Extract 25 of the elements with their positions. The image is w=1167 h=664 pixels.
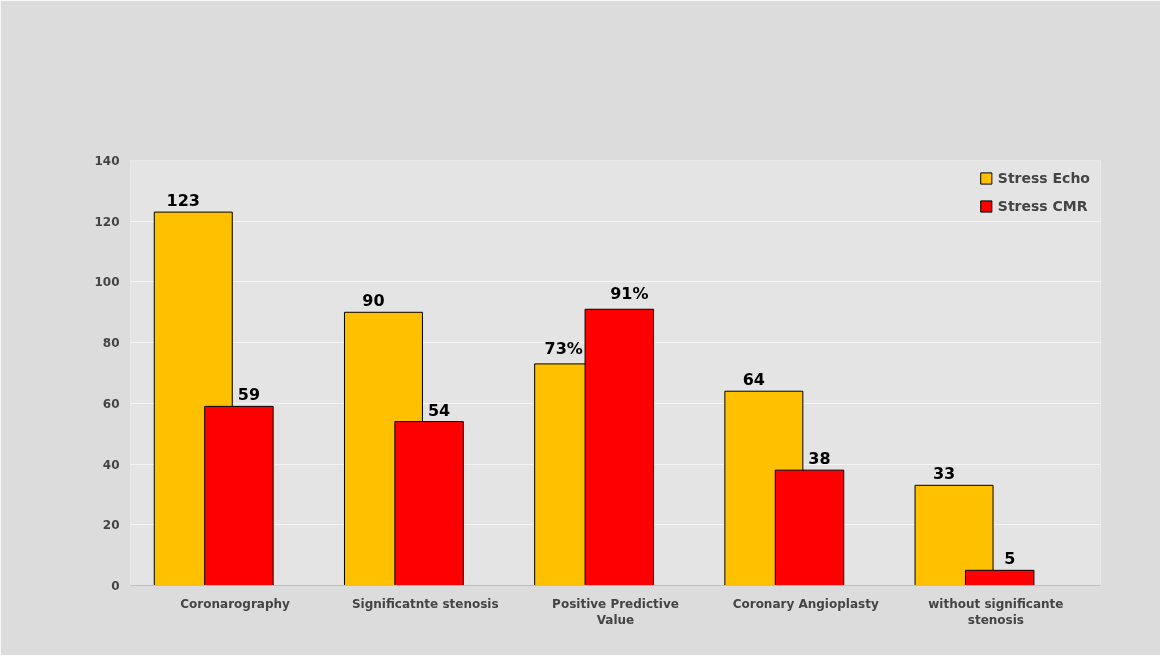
x-tick-label: Coronary Angioplasty bbox=[732, 596, 879, 611]
data-label: 73% bbox=[544, 338, 583, 358]
data-label: 59 bbox=[237, 385, 261, 405]
legend-label: Stress CMR bbox=[997, 198, 1088, 214]
y-tick-label: 120 bbox=[94, 214, 120, 229]
y-tick-label: 140 bbox=[94, 154, 120, 168]
data-label: 123 bbox=[166, 191, 200, 211]
x-tick-label: Positive Predictive Value bbox=[552, 596, 679, 628]
y-tick-label: 60 bbox=[102, 396, 120, 411]
data-label: 64 bbox=[742, 370, 765, 390]
y-tick-label: 40 bbox=[102, 457, 120, 472]
x-tick-label: Coronarography bbox=[180, 596, 291, 611]
data-label: 38 bbox=[808, 449, 831, 469]
x-tick-label: Significatnte stenosis bbox=[351, 596, 499, 611]
y-tick-label: 20 bbox=[102, 518, 120, 533]
data-label: 90 bbox=[362, 291, 385, 311]
y-tick-label: 0 bbox=[111, 579, 120, 593]
y-tick-label: 100 bbox=[94, 275, 120, 290]
x-tick-label: without significante stenosis bbox=[928, 596, 1064, 628]
data-label: 5 bbox=[1004, 549, 1016, 569]
data-label: 33 bbox=[932, 464, 956, 484]
data-label: 91% bbox=[610, 284, 649, 304]
legend-label: Stress Echo bbox=[997, 170, 1090, 186]
y-tick-label: 80 bbox=[102, 336, 120, 351]
data-label: 54 bbox=[427, 400, 451, 420]
